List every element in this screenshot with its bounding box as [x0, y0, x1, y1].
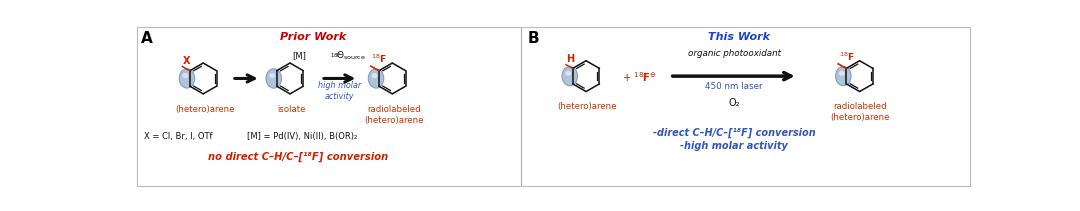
Ellipse shape: [565, 71, 571, 76]
Text: high molar
activity: high molar activity: [318, 81, 361, 101]
Text: $_{\mathregular{18F}}$: $_{\mathregular{18F}}$: [330, 51, 342, 60]
Text: $\Theta_{\mathrm{source}}$: $\Theta_{\mathrm{source}}$: [337, 49, 366, 62]
Ellipse shape: [372, 73, 377, 78]
Text: [M] = Pd(IV), Ni(II), B(OR)₂: [M] = Pd(IV), Ni(II), B(OR)₂: [247, 132, 357, 141]
Text: [M]: [M]: [293, 51, 307, 60]
Text: X: X: [184, 56, 191, 66]
Text: B: B: [527, 31, 539, 46]
Text: (hetero)arene: (hetero)arene: [557, 102, 617, 111]
Text: $^{18}$F: $^{18}$F: [838, 51, 854, 63]
Text: $^{18}$F: $^{18}$F: [372, 53, 387, 65]
Ellipse shape: [266, 69, 282, 88]
Text: organic photooxidant: organic photooxidant: [688, 49, 781, 58]
Ellipse shape: [269, 73, 275, 78]
Text: O₂: O₂: [728, 98, 740, 108]
Text: radiolabeled
(hetero)arene: radiolabeled (hetero)arene: [831, 102, 890, 122]
Ellipse shape: [839, 71, 845, 76]
Text: (hetero)arene: (hetero)arene: [175, 105, 234, 114]
Text: radiolabeled
(hetero)arene: radiolabeled (hetero)arene: [364, 105, 423, 125]
Text: Prior Work: Prior Work: [280, 32, 347, 42]
Text: isolate: isolate: [278, 105, 306, 114]
Text: X = Cl, Br, I, OTf: X = Cl, Br, I, OTf: [145, 132, 213, 141]
Ellipse shape: [183, 73, 188, 78]
Ellipse shape: [562, 66, 578, 86]
Text: 450 nm laser: 450 nm laser: [705, 81, 762, 91]
Text: -direct C–H/C–[¹⁸F] conversion
-high molar activity: -direct C–H/C–[¹⁸F] conversion -high mol…: [652, 128, 815, 151]
Text: $+\ ^{18}$F$^{\ominus}$: $+\ ^{18}$F$^{\ominus}$: [622, 70, 657, 84]
Ellipse shape: [836, 66, 851, 86]
Ellipse shape: [179, 69, 194, 88]
Text: This Work: This Work: [708, 32, 770, 42]
Ellipse shape: [368, 69, 383, 88]
Text: A: A: [141, 31, 153, 46]
Text: H: H: [566, 54, 575, 64]
Text: no direct C–H/C–[¹⁸F] conversion: no direct C–H/C–[¹⁸F] conversion: [207, 151, 388, 162]
